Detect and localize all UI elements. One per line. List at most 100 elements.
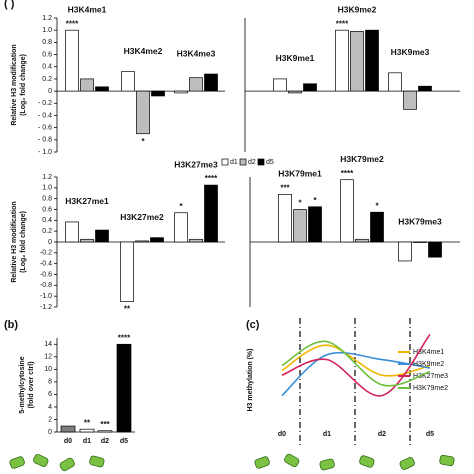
bar xyxy=(121,71,135,92)
y-tick-label: -0.8 xyxy=(40,282,52,289)
y-axis-label: Relative H3 modification xyxy=(11,44,18,125)
line xyxy=(281,340,431,387)
line xyxy=(281,351,431,397)
y-tick-label: 8 xyxy=(48,379,52,386)
panel-label: (b) xyxy=(4,319,18,331)
group-label: H3K9me1 xyxy=(276,53,315,63)
group-label: H3K9me2 xyxy=(338,4,377,14)
y-axis-label: 5-methylcytosine xyxy=(19,356,26,413)
x-tick-label: d2 xyxy=(101,438,109,445)
significance: **** xyxy=(341,169,354,178)
y-tick-label: - 0.2 xyxy=(38,100,52,107)
y-tick-label: 1.2 xyxy=(42,174,52,181)
bar xyxy=(189,77,203,92)
legend-swatch xyxy=(221,158,229,166)
bar xyxy=(60,425,76,433)
bar xyxy=(388,72,402,92)
bar xyxy=(116,343,132,433)
y-tick-label: 0.6 xyxy=(42,51,52,58)
y-tick-label: 4 xyxy=(48,404,52,411)
y-tick-label: 0.4 xyxy=(42,64,52,71)
x-tick-label: d0 xyxy=(64,438,72,445)
y-tick-label: -0.4 xyxy=(40,261,52,268)
y-axis-label: H3 methylation (%) xyxy=(247,348,254,411)
bar xyxy=(350,31,364,92)
legend-label: d1 xyxy=(230,159,238,166)
decoration xyxy=(9,318,455,472)
y-tick-label: -0.2 xyxy=(40,250,52,257)
group-label: H3K27me1 xyxy=(65,196,109,206)
x-tick-label: d5 xyxy=(426,431,434,438)
group-label: H3K9me3 xyxy=(391,47,430,57)
bar xyxy=(273,78,287,92)
bar xyxy=(174,212,188,243)
y-axis-label: (fold over ctrl) xyxy=(28,361,35,408)
bar xyxy=(151,90,165,97)
bar xyxy=(136,90,150,135)
y-tick-label: -0.6 xyxy=(40,271,52,278)
group-label: H3K4me3 xyxy=(177,48,216,58)
bar xyxy=(403,90,417,110)
bar xyxy=(418,85,432,92)
group-label: H3K79me2 xyxy=(340,154,384,164)
y-tick-label: 1.2 xyxy=(42,15,52,22)
significance: ** xyxy=(84,418,91,427)
significance: *** xyxy=(100,420,110,429)
y-tick-label: 0.2 xyxy=(42,228,52,235)
bar xyxy=(278,193,292,243)
y-tick-label: 0.8 xyxy=(42,196,52,203)
bar xyxy=(65,221,79,243)
significance: * xyxy=(179,202,183,211)
y-tick-label: 6 xyxy=(48,391,52,398)
significance: **** xyxy=(336,19,349,28)
bar xyxy=(204,184,218,243)
bar xyxy=(308,206,322,243)
bar xyxy=(355,238,369,243)
y-tick-label: 0.2 xyxy=(42,76,52,83)
bar xyxy=(97,430,113,433)
bar xyxy=(204,73,218,92)
y-tick-label: - 0.4 xyxy=(38,112,52,119)
y-tick-label: 1.0 xyxy=(42,185,52,192)
group-label: H3K79me3 xyxy=(398,216,442,226)
bar xyxy=(365,29,379,92)
legend-label: d5 xyxy=(266,159,274,166)
y-tick-label: 0 xyxy=(48,239,52,246)
y-tick-label: 0.6 xyxy=(42,206,52,213)
bar xyxy=(340,179,354,243)
group-label: H3K27me2 xyxy=(120,212,164,222)
y-tick-label: - 1.0 xyxy=(38,149,52,156)
line xyxy=(281,344,431,377)
legend-label: H3K9me2 xyxy=(413,361,444,368)
significance: **** xyxy=(66,19,79,28)
bar xyxy=(80,238,94,243)
y-tick-label: 10 xyxy=(44,366,52,373)
y-tick-label: 0 xyxy=(48,88,52,95)
bar xyxy=(303,83,317,92)
bar xyxy=(120,241,134,302)
bar xyxy=(79,428,95,433)
legend-label: H3K4me1 xyxy=(413,349,444,356)
bar xyxy=(335,29,349,92)
panel-label: (c) xyxy=(246,319,260,331)
legend-swatch xyxy=(239,158,247,166)
y-axis-label: Relative H3 modification xyxy=(11,201,18,282)
legend-label: H3K27me3 xyxy=(413,373,448,380)
group-label: H3K27me3 xyxy=(174,159,218,169)
bar xyxy=(189,238,203,243)
significance: **** xyxy=(118,333,131,342)
significance: *** xyxy=(280,183,290,192)
y-tick-label: 0 xyxy=(48,429,52,436)
y-tick-label: 12 xyxy=(44,354,52,361)
y-tick-label: 0.8 xyxy=(42,39,52,46)
y-tick-label: - 0.8 xyxy=(38,137,52,144)
bar xyxy=(95,229,109,243)
bar xyxy=(65,29,79,92)
y-tick-label: 14 xyxy=(44,341,52,348)
legend-label: H3K79me2 xyxy=(413,385,448,392)
legend-swatch xyxy=(257,158,265,166)
bar xyxy=(428,241,442,258)
significance: * xyxy=(313,196,317,205)
group-label: H3K4me1 xyxy=(68,4,107,14)
x-tick-label: d0 xyxy=(278,431,286,438)
